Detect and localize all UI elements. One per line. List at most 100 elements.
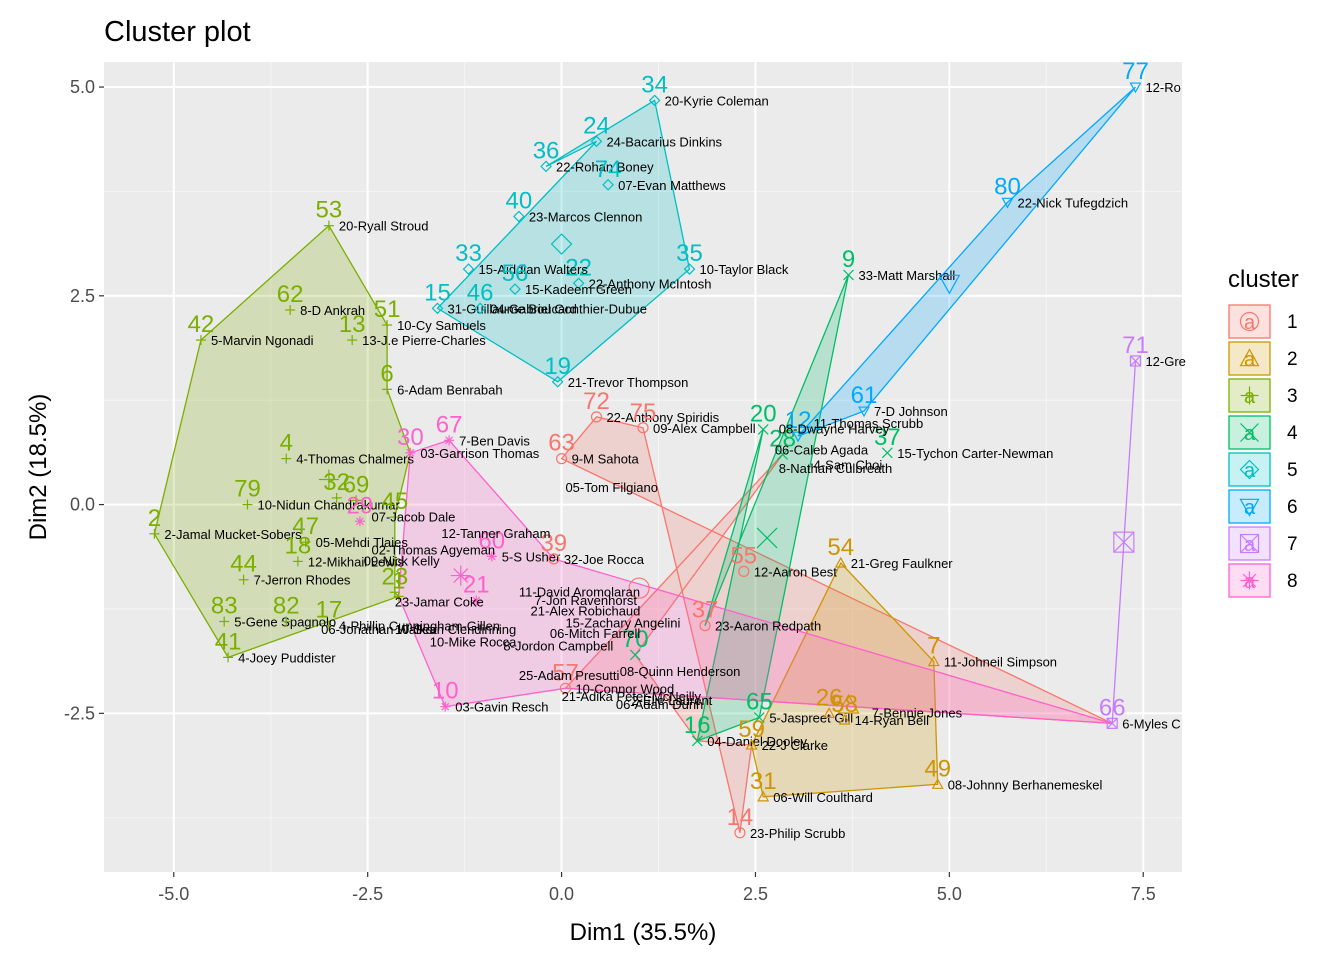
legend-key-2: a	[1228, 341, 1271, 376]
point-marker	[843, 269, 854, 281]
point-marker	[555, 453, 568, 465]
square-x-b	[1106, 717, 1118, 729]
point-id-label: 26	[816, 684, 843, 711]
triangle-marker	[757, 790, 770, 802]
legend-label-4: 4	[1287, 423, 1298, 444]
point-name-label: 07-Evan Matthews	[618, 178, 726, 193]
x-marker-b	[691, 735, 703, 747]
point-marker	[590, 135, 603, 148]
data-point: 23	[381, 563, 408, 598]
legend-label-2: 2	[1287, 349, 1298, 370]
down-triangle-marker	[1129, 82, 1142, 94]
point-name-label: 04-Gabriel Gonthier-Dubue	[490, 301, 647, 316]
point-id-label: 20	[750, 400, 777, 427]
point-name-label: 24-Bacarius Dinkins	[606, 134, 722, 149]
point-marker	[440, 701, 451, 712]
x-marker-b	[843, 269, 854, 281]
data-point: 9 33-Matt Marshall	[842, 246, 956, 283]
point-id-label: 41	[215, 628, 242, 655]
x-marker-b	[757, 423, 769, 435]
point-marker	[292, 556, 303, 567]
point-id-label: 12	[785, 407, 812, 434]
point-name-label: 10-Nidun Chandrakumar	[257, 498, 400, 513]
square-marker	[1239, 533, 1260, 554]
grid-lines	[104, 62, 1182, 872]
player-annotation: 08-Quinn Henderson	[620, 664, 741, 679]
point-name-label: 4-Joey Puddister	[238, 650, 336, 665]
legend: cluster a 1 a 2 a 3 a 4 a 5 a 6 a 7 a 8	[1228, 266, 1299, 598]
x-axis-title: Dim1 (35.5%)	[570, 919, 717, 946]
point-id-label: 18	[285, 532, 312, 559]
player-annotation: 21-Adika Peter-McNeilly	[562, 689, 702, 704]
star-marker-b	[445, 436, 454, 445]
cluster-8-hull	[398, 439, 1113, 725]
point-id-label: 74	[595, 156, 622, 183]
player-annotation: 12-Tanner Graham	[441, 526, 550, 541]
point-marker	[881, 447, 893, 459]
point-marker	[858, 406, 871, 418]
point-id-label: 15	[424, 279, 451, 306]
down-triangle-marker	[1239, 498, 1260, 517]
point-marker	[559, 682, 572, 694]
cluster-centroids	[318, 233, 1135, 714]
point-id-label: 30	[397, 424, 424, 451]
square-marker	[1113, 531, 1135, 553]
point-marker	[753, 712, 765, 723]
data-point: 628-D Ankrah	[277, 281, 365, 318]
point-marker	[572, 277, 585, 290]
legend-key-8: a	[1228, 563, 1271, 598]
point-id-label: 79	[234, 476, 261, 503]
point-name-label: 6-Adam Benrabah	[397, 382, 503, 397]
square-x-b	[1130, 355, 1141, 367]
diamond-marker	[590, 135, 603, 148]
point-id-label: 66	[1099, 694, 1126, 721]
point-marker	[331, 492, 342, 503]
y-tick-label: 5.0	[70, 77, 95, 97]
point-id-label: 80	[994, 173, 1021, 200]
legend-key-marker	[1240, 386, 1259, 405]
point-marker	[323, 620, 334, 631]
player-annotation: 7-Jon Ravenhorst	[534, 593, 637, 608]
point-id-label: 29	[347, 492, 374, 519]
point-id-label: 39	[540, 530, 567, 557]
point-id-label: 44	[230, 551, 257, 578]
data-point: 44-Thomas Chalmers	[280, 430, 415, 467]
legend-key-marker	[1239, 348, 1260, 367]
point-id-label: 65	[746, 689, 773, 716]
legend-key-box	[1228, 304, 1271, 339]
player-annotation: 10-Sean Clendinning	[395, 622, 516, 637]
x-axis-ticks: -5.0 -2.5 0.0 2.5 5.0 7.5	[158, 872, 1156, 904]
diamond-marker	[513, 210, 525, 223]
player-annotation: 8-Nathan Culbreath	[779, 461, 892, 476]
legend-key-7: a	[1228, 526, 1271, 561]
point-id-label: 42	[188, 311, 215, 338]
point-name-label: 7-Ben Davis	[459, 433, 530, 448]
point-name-label: 12-Ro	[1145, 80, 1180, 95]
legend-label-7: 7	[1287, 534, 1298, 555]
player-annotation: 06-Adam Dunn	[616, 697, 703, 712]
triangle-marker	[927, 655, 940, 667]
point-id-label: 40	[506, 187, 533, 214]
point-name-label: 15-Aiddian Walters	[479, 262, 589, 277]
down-triangle-marker	[858, 406, 871, 418]
point-id-label: 75	[630, 399, 657, 426]
circle-marker	[555, 453, 568, 465]
point-marker	[590, 411, 603, 423]
legend-key-marker	[1239, 459, 1260, 480]
point-id-label: 82	[273, 592, 300, 619]
point-id-label: 22	[565, 254, 592, 281]
down-triangle-marker	[938, 274, 961, 295]
star-marker-b	[453, 568, 469, 583]
point-id-label: 53	[316, 197, 343, 224]
data-point: 639-M Sahota	[548, 430, 639, 467]
point-name-label: 03-Garrison Thomas	[420, 446, 539, 461]
legend-key-box	[1228, 341, 1271, 376]
x-tick-label: 0.0	[549, 884, 574, 904]
